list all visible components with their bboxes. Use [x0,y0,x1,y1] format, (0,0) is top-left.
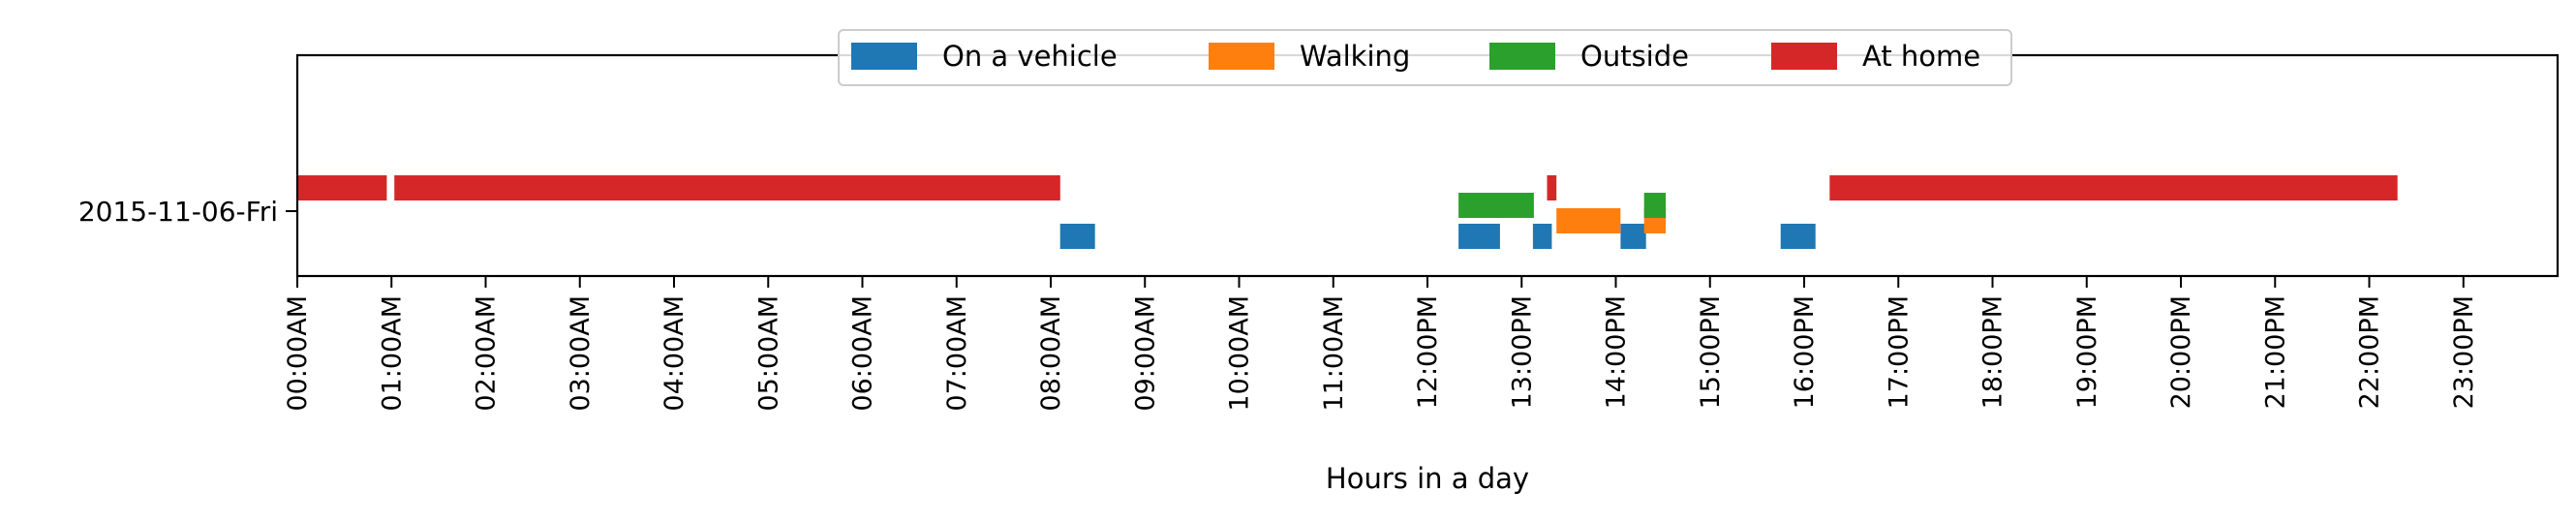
x-tick-label: 16:00PM [1790,295,1820,409]
x-tick-label: 22:00PM [2355,295,2385,409]
bar-on-a-vehicle-1 [1458,224,1500,249]
bars-layer [297,175,2398,249]
legend-label: At home [1862,40,1980,73]
x-tick-label: 02:00AM [472,295,502,412]
x-tick-label: 06:00AM [848,295,878,412]
x-tick-label: 18:00PM [1978,295,2009,409]
x-axis-label: Hours in a day [1326,462,1529,495]
x-tick-label: 10:00AM [1225,295,1255,412]
bar-outside-0 [1458,193,1534,218]
bar-at-home-3 [1829,175,2398,200]
bar-on-a-vehicle-2 [1532,224,1552,249]
legend-frame [838,29,2012,86]
bar-on-a-vehicle-4 [1780,224,1816,249]
x-tick-label: 14:00PM [1602,295,1632,409]
legend-label: Walking [1300,40,1410,73]
y-category-label: 2015-11-06-Fri [78,196,278,228]
bar-at-home-2 [1547,175,1557,200]
legend: On a vehicle Walking Outside At home [838,29,2012,86]
x-axis-ticks: 00:00AM 01:00AM 02:00AM 03:00AM 04:00AM 05:00… [283,276,2479,412]
bar-outside-1 [1643,193,1667,218]
legend-swatch [1209,43,1274,70]
x-tick-label: 04:00AM [659,295,690,412]
x-tick-label: 15:00PM [1696,295,1726,409]
bar-on-a-vehicle-3 [1620,224,1646,249]
x-tick-label: 23:00PM [2449,295,2479,409]
x-tick-label: 13:00PM [1507,295,1537,409]
x-tick-label: 12:00PM [1413,295,1443,409]
plot-frame [295,53,2560,278]
x-tick-label: 01:00AM [377,295,407,412]
x-tick-label: 03:00AM [566,295,596,412]
y-axis-ticks: 2015-11-06-Fri [78,196,297,228]
x-tick-label: 07:00AM [942,295,972,412]
legend-swatch [1771,43,1837,70]
x-tick-label: 19:00PM [2072,295,2102,409]
bar-at-home-1 [394,175,1060,200]
x-tick-label: 17:00PM [1884,295,1914,409]
legend-label: Outside [1580,40,1689,73]
legend-label: On a vehicle [942,40,1118,73]
x-tick-label: 09:00AM [1130,295,1160,412]
x-tick-label: 00:00AM [283,295,313,412]
bar-walking-0 [1556,208,1621,233]
legend-swatch [1489,43,1555,70]
bar-at-home-0 [297,175,387,200]
x-tick-label: 08:00AM [1036,295,1066,412]
x-tick-label: 05:00AM [753,295,783,412]
x-tick-label: 20:00PM [2166,295,2196,409]
x-tick-label: 21:00PM [2260,295,2290,409]
bar-on-a-vehicle-0 [1059,224,1095,249]
x-tick-label: 11:00AM [1319,295,1349,412]
legend-swatch [851,43,917,70]
